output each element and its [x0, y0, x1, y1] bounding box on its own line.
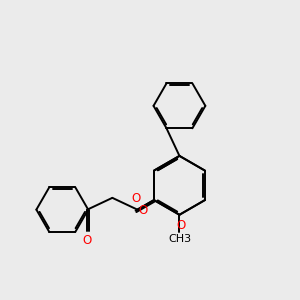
Text: O: O	[83, 234, 92, 247]
Text: O: O	[139, 204, 148, 217]
Text: CH3: CH3	[168, 234, 191, 244]
Text: O: O	[131, 192, 140, 205]
Text: O: O	[176, 219, 185, 232]
